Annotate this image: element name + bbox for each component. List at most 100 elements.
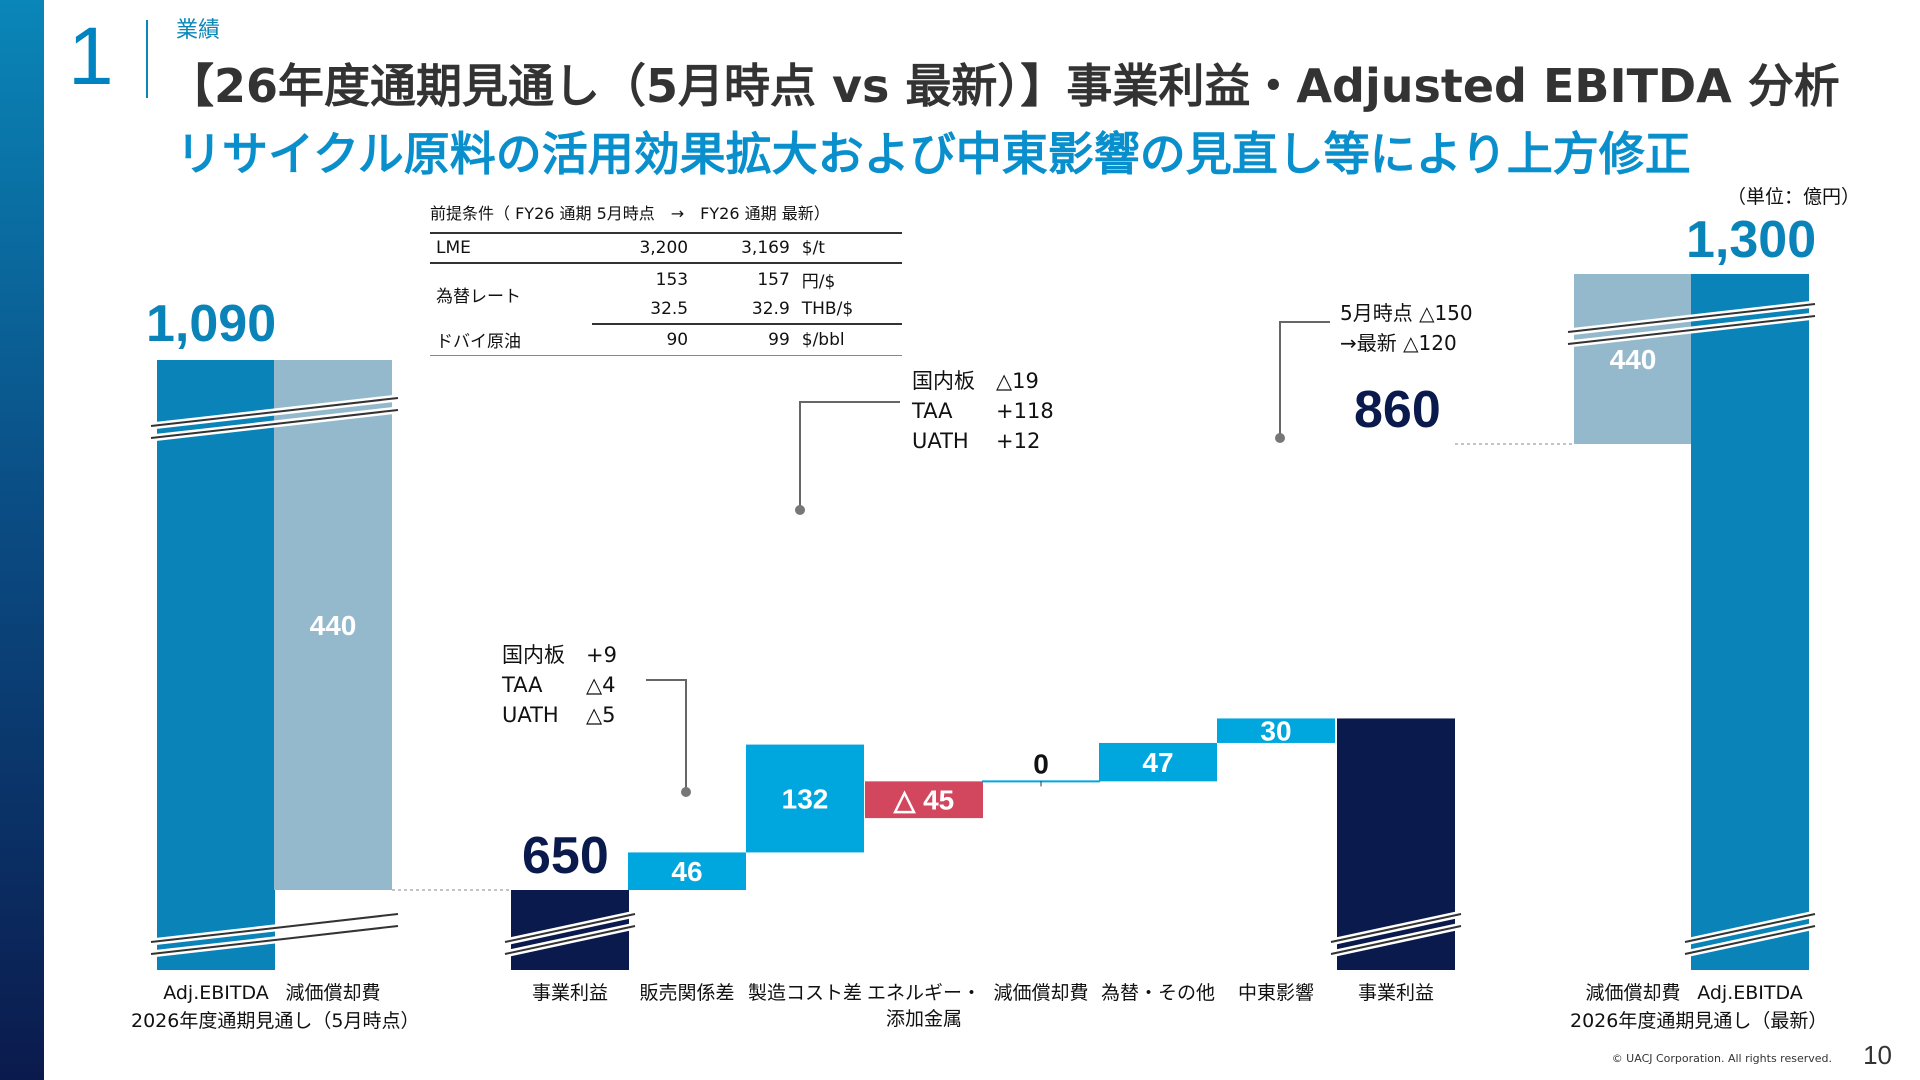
bar-value-label: 440 — [310, 610, 357, 641]
bar-delta — [746, 744, 864, 853]
premise-may: 153 — [655, 269, 689, 290]
x-axis-label: 製造コスト差 — [747, 982, 862, 1004]
middle-east-note-line: 5月時点 △150 — [1340, 301, 1473, 325]
bar-value-label: 0 — [1033, 748, 1049, 779]
x-axis-label: 為替・その他 — [1100, 982, 1215, 1004]
bar-delta — [628, 852, 746, 890]
page-number: 10 — [1863, 1040, 1892, 1070]
x-axis-label: エネルギー・ 添加金属 — [866, 982, 981, 1030]
premise-latest: 99 — [694, 324, 796, 356]
x-axis-label: 販売関係差 — [639, 982, 735, 1004]
callout-dot — [1275, 433, 1285, 443]
note-value: △5 — [586, 703, 616, 727]
axis-break-mark — [1684, 925, 1816, 955]
cost-detail-note: 国内板 △19 TAA +118 UATH +12 — [912, 366, 1054, 456]
note-label: TAA — [502, 673, 543, 697]
note-value: +12 — [996, 429, 1041, 453]
premise-label: ドバイ原油 — [430, 324, 593, 356]
note-value: △4 — [586, 673, 616, 697]
left-accent-bar — [0, 0, 44, 1080]
note-label: 国内板 — [502, 643, 565, 667]
callout-line — [646, 679, 687, 792]
callout-dot — [795, 505, 805, 515]
table-row: LME 3,200 3,169 $/t — [430, 233, 902, 264]
sales-detail-note: 国内板 +9 TAA △4 UATH △5 — [502, 640, 617, 730]
bar-value-label: 46 — [671, 856, 702, 887]
x-axis-label: 事業利益 — [531, 982, 608, 1004]
premise-unit: 円/$ — [801, 272, 836, 292]
bar-light — [274, 360, 392, 890]
table-row: 為替レート 153 157 円/$ — [430, 263, 902, 307]
premise-may: 90 — [592, 324, 695, 356]
page-subtitle: リサイクル原料の活用効果拡大および中東影響の見直し等により上方修正 — [176, 127, 1691, 181]
premise-latest: 3,169 — [694, 233, 796, 264]
premise-caption: 前提条件（ FY26 通期 5月時点 → FY26 通期 最新） — [430, 196, 902, 234]
table-row: ドバイ原油 90 99 $/bbl — [430, 324, 902, 356]
callout-line — [799, 401, 900, 510]
axis-break-mark — [150, 409, 399, 439]
premise-label: 為替レート — [436, 286, 521, 307]
copyright: © UACJ Corporation. All rights reserved. — [1611, 1052, 1832, 1065]
bar-delta — [1099, 742, 1217, 782]
x-axis-label: 減価償却費 — [285, 982, 381, 1004]
x-axis-label: 減価償却費 — [993, 982, 1089, 1004]
group-label-may: 2026年度通期見通し（5月時点） — [131, 1010, 420, 1032]
section-divider — [146, 20, 148, 98]
section-number: 1 — [68, 11, 114, 102]
premise-unit: $/t — [795, 233, 902, 264]
value-label-profit-latest: 860 — [1354, 381, 1441, 439]
axis-break-mark — [1567, 303, 1816, 333]
bar-delta — [865, 781, 983, 819]
axis-break-mark — [504, 913, 636, 943]
section-tag: 業績 — [176, 18, 221, 43]
premise-unit: $/bbl — [795, 324, 902, 356]
bar-value-label: 440 — [1610, 344, 1657, 375]
note-label: 国内板 — [912, 369, 975, 393]
axis-break-mark — [150, 925, 399, 955]
callout-line — [1279, 321, 1330, 438]
note-value: △19 — [996, 369, 1039, 393]
premise-label: LME — [430, 233, 593, 264]
premise-table: 前提条件（ FY26 通期 5月時点 → FY26 通期 最新） LME 3,2… — [430, 196, 902, 356]
bar-value-label: 30 — [1260, 716, 1291, 747]
premise-may: 3,200 — [592, 233, 695, 264]
axis-break-mark — [150, 913, 399, 943]
table-row: 32.5 32.9 THB/$ — [430, 295, 902, 325]
note-label: UATH — [912, 429, 969, 453]
bar-value-label: △ 45 — [893, 785, 954, 816]
x-axis-label: 中東影響 — [1237, 982, 1314, 1004]
callout-dot — [681, 787, 691, 797]
note-value: +118 — [996, 399, 1054, 423]
bar-delta — [1217, 718, 1335, 743]
x-axis-label: Adj.EBITDA — [1697, 982, 1803, 1004]
bar-light — [1574, 274, 1692, 444]
value-label-ebitda-latest: 1,300 — [1686, 211, 1817, 269]
premise-unit: THB/$ — [795, 295, 902, 325]
note-value: +9 — [586, 643, 617, 667]
premise-may: 32.5 — [592, 295, 695, 325]
group-label-latest: 2026年度通期見通し（最新） — [1570, 1010, 1828, 1032]
axis-break-mark — [1330, 925, 1462, 955]
axis-break-mark — [1684, 913, 1816, 943]
axis-break-mark — [150, 397, 399, 427]
axis-break-mark — [504, 925, 636, 955]
middle-east-note: 5月時点 △150 →最新 △120 — [1340, 298, 1473, 358]
unit-label: （単位：億円） — [1726, 186, 1860, 208]
axis-break-mark — [1330, 913, 1462, 943]
note-label: TAA — [912, 399, 953, 423]
axis-break-mark — [1567, 315, 1816, 345]
bar-total — [1691, 274, 1809, 970]
middle-east-note-line: →最新 △120 — [1340, 331, 1457, 355]
premise-latest: 157 — [757, 269, 790, 290]
x-axis-label: 減価償却費 — [1585, 982, 1681, 1004]
bar-total — [157, 360, 275, 970]
note-label: UATH — [502, 703, 559, 727]
page-title: 【26年度通期見通し（5月時点 vs 最新）】事業利益・Adjusted EBI… — [168, 59, 1840, 113]
premise-latest: 32.9 — [694, 295, 796, 325]
value-label-profit-may: 650 — [522, 827, 609, 885]
x-axis-label: Adj.EBITDA — [163, 982, 269, 1004]
bar-value-label: 47 — [1142, 747, 1173, 778]
value-label-ebitda-may: 1,090 — [146, 295, 277, 353]
